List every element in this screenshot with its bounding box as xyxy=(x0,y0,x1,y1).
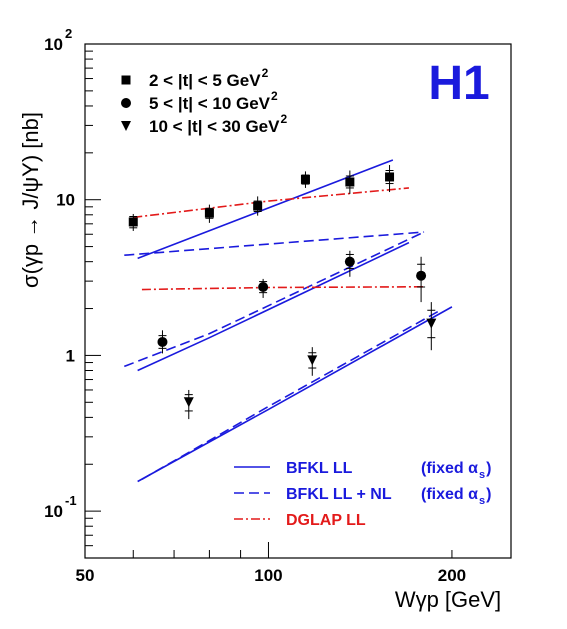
legend-label: 5 < |t| < 10 GeV xyxy=(149,94,271,113)
data-point-circle xyxy=(344,256,355,267)
legend-label-superscript: 2 xyxy=(280,112,287,126)
data-point-triangle-down xyxy=(183,397,194,408)
model-curve-dashdot xyxy=(133,187,409,219)
experiment-label: H1 xyxy=(428,57,489,110)
legend-label-superscript: 2 xyxy=(271,89,278,103)
data-point-square xyxy=(345,177,355,187)
legend-marker-circle xyxy=(121,98,131,108)
y-tick-label: 10 xyxy=(56,191,75,210)
model-legend-label: BFKL LL + NL xyxy=(286,486,392,503)
y-tick-label: 10 xyxy=(44,35,63,54)
model-legend-subscript: s xyxy=(479,469,485,481)
y-tick-label: 1 xyxy=(66,346,75,365)
data-point-square xyxy=(204,208,214,218)
data-point-square xyxy=(300,174,310,184)
model-curve-solid xyxy=(137,241,410,372)
model-legend-label: BFKL LL xyxy=(286,460,353,477)
y-tick-label: 10 xyxy=(44,502,63,521)
model-legend-label: DGLAP LL xyxy=(286,512,366,529)
data-point-square xyxy=(128,217,138,227)
x-tick-label: 200 xyxy=(438,566,466,585)
legend-label-superscript: 2 xyxy=(262,66,269,80)
model-legend-note: (fixed α xyxy=(421,486,478,503)
legend-marker-triangle-down xyxy=(121,121,131,131)
y-tick-exponent: 2 xyxy=(65,26,72,41)
y-axis-title: σ(γp → J/ψY) [nb] xyxy=(18,112,43,288)
model-curve-dashed xyxy=(141,310,439,481)
model-legend-note: (fixed α xyxy=(421,460,478,477)
legend-label: 2 < |t| < 5 GeV xyxy=(149,71,261,90)
data-point-triangle-down xyxy=(426,318,437,329)
data-point-circle xyxy=(157,336,168,347)
x-axis-title: Wγp [GeV] xyxy=(395,587,501,612)
legend-label: 10 < |t| < 30 GeV xyxy=(149,117,280,136)
data-point-circle xyxy=(416,270,427,281)
x-tick-label: 100 xyxy=(254,566,282,585)
legend-marker-square xyxy=(121,75,131,85)
data-point-circle xyxy=(258,282,269,293)
data-point-square xyxy=(253,201,263,211)
plot-frame xyxy=(84,43,512,559)
model-curve-dashdot xyxy=(141,285,425,291)
data-point-triangle-down xyxy=(307,355,318,366)
x-tick-label: 50 xyxy=(76,566,95,585)
model-legend-note-close: ) xyxy=(486,486,491,503)
y-tick-exponent: -1 xyxy=(65,493,77,508)
model-legend-note-close: ) xyxy=(486,460,491,477)
model-curve-dashed xyxy=(124,231,425,257)
model-legend-subscript: s xyxy=(479,495,485,507)
data-point-square xyxy=(385,172,395,182)
model-curve-solid xyxy=(137,306,453,483)
